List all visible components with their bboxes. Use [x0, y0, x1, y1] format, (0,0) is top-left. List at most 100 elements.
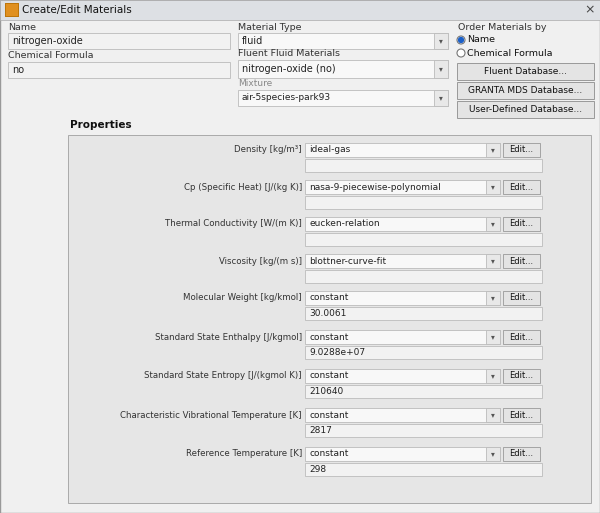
Text: Thermal Conductivity [W/(m K)]: Thermal Conductivity [W/(m K)] — [165, 220, 302, 228]
Text: Edit...: Edit... — [509, 293, 533, 303]
Bar — [434, 60, 448, 78]
Text: Standard State Enthalpy [J/kgmol]: Standard State Enthalpy [J/kgmol] — [155, 332, 302, 342]
Text: Fluent Fluid Materials: Fluent Fluid Materials — [238, 49, 340, 58]
Text: Edit...: Edit... — [509, 449, 533, 459]
Text: Name: Name — [467, 35, 495, 45]
Text: ▾: ▾ — [491, 183, 495, 191]
Text: constant: constant — [309, 332, 349, 342]
Bar — [486, 254, 500, 268]
Bar — [238, 33, 448, 49]
Text: ×: × — [585, 4, 595, 16]
Text: ▾: ▾ — [491, 449, 495, 459]
Bar — [305, 330, 500, 344]
Bar — [503, 408, 540, 422]
Text: ▾: ▾ — [491, 220, 495, 228]
Text: Chemical Formula: Chemical Formula — [8, 51, 94, 61]
Bar — [486, 369, 500, 383]
Bar — [305, 270, 542, 283]
Bar — [5, 3, 18, 16]
Bar — [305, 180, 500, 194]
Bar — [486, 330, 500, 344]
Text: Density [kg/m³]: Density [kg/m³] — [235, 146, 302, 154]
Bar — [305, 217, 500, 231]
Bar — [305, 369, 500, 383]
Text: Fluent Database...: Fluent Database... — [484, 67, 567, 76]
Bar — [503, 330, 540, 344]
Text: no: no — [12, 65, 24, 75]
Bar — [305, 291, 500, 305]
Bar — [68, 135, 591, 503]
Bar — [503, 180, 540, 194]
Text: ▾: ▾ — [439, 93, 443, 103]
Bar — [503, 447, 540, 461]
Bar — [8, 62, 230, 78]
Bar — [503, 217, 540, 231]
Bar — [486, 447, 500, 461]
Bar — [305, 408, 500, 422]
Bar — [434, 33, 448, 49]
Text: Cp (Specific Heat) [J/(kg K)]: Cp (Specific Heat) [J/(kg K)] — [184, 183, 302, 191]
Text: User-Defined Database...: User-Defined Database... — [469, 105, 582, 114]
Bar — [503, 369, 540, 383]
Text: ▾: ▾ — [491, 256, 495, 266]
Text: 30.0061: 30.0061 — [309, 309, 346, 318]
Bar — [305, 447, 500, 461]
Text: 9.0288e+07: 9.0288e+07 — [309, 348, 365, 357]
Text: 210640: 210640 — [309, 387, 343, 396]
Text: Name: Name — [8, 23, 36, 31]
Text: 298: 298 — [309, 465, 326, 474]
Bar — [305, 424, 542, 437]
Bar — [238, 60, 448, 78]
Text: Edit...: Edit... — [509, 183, 533, 191]
Text: Reference Temperature [K]: Reference Temperature [K] — [186, 449, 302, 459]
Bar — [305, 143, 500, 157]
Bar — [503, 143, 540, 157]
Text: eucken-relation: eucken-relation — [309, 220, 380, 228]
Text: blottner-curve-fit: blottner-curve-fit — [309, 256, 386, 266]
Text: ▾: ▾ — [491, 371, 495, 381]
Text: Characteristic Vibrational Temperature [K]: Characteristic Vibrational Temperature [… — [121, 410, 302, 420]
Bar — [305, 233, 542, 246]
Bar — [238, 90, 448, 106]
Bar — [305, 346, 542, 359]
Text: Chemical Formula: Chemical Formula — [467, 49, 553, 57]
Bar — [8, 33, 230, 49]
Bar — [457, 63, 594, 80]
Bar — [486, 408, 500, 422]
Text: constant: constant — [309, 449, 349, 459]
Text: constant: constant — [309, 293, 349, 303]
Text: Create/Edit Materials: Create/Edit Materials — [22, 5, 132, 15]
Text: nitrogen-oxide: nitrogen-oxide — [12, 36, 83, 46]
Bar — [457, 101, 594, 118]
Text: ▾: ▾ — [491, 293, 495, 303]
Bar — [0, 0, 600, 20]
Bar — [486, 217, 500, 231]
Bar — [486, 180, 500, 194]
Text: Material Type: Material Type — [238, 23, 302, 31]
Text: Molecular Weight [kg/kmol]: Molecular Weight [kg/kmol] — [184, 293, 302, 303]
Text: 2817: 2817 — [309, 426, 332, 435]
Text: nitrogen-oxide (no): nitrogen-oxide (no) — [242, 64, 335, 74]
Text: nasa-9-piecewise-polynomial: nasa-9-piecewise-polynomial — [309, 183, 441, 191]
Text: ideal-gas: ideal-gas — [309, 146, 350, 154]
Bar — [503, 291, 540, 305]
Bar — [486, 143, 500, 157]
Text: fluid: fluid — [242, 36, 263, 46]
Text: constant: constant — [309, 410, 349, 420]
Text: Edit...: Edit... — [509, 256, 533, 266]
Text: Properties: Properties — [70, 120, 131, 130]
Circle shape — [457, 49, 465, 57]
Text: Standard State Entropy [J/(kgmol K)]: Standard State Entropy [J/(kgmol K)] — [145, 371, 302, 381]
Text: ▾: ▾ — [491, 410, 495, 420]
Bar — [503, 254, 540, 268]
Bar — [434, 90, 448, 106]
Text: constant: constant — [309, 371, 349, 381]
Bar — [5, 3, 18, 16]
Bar — [305, 385, 542, 398]
Circle shape — [457, 36, 465, 44]
Text: Edit...: Edit... — [509, 371, 533, 381]
Text: air-5species-park93: air-5species-park93 — [242, 93, 331, 103]
Text: ▾: ▾ — [491, 146, 495, 154]
Bar — [305, 196, 542, 209]
Text: Mixture: Mixture — [238, 80, 272, 89]
